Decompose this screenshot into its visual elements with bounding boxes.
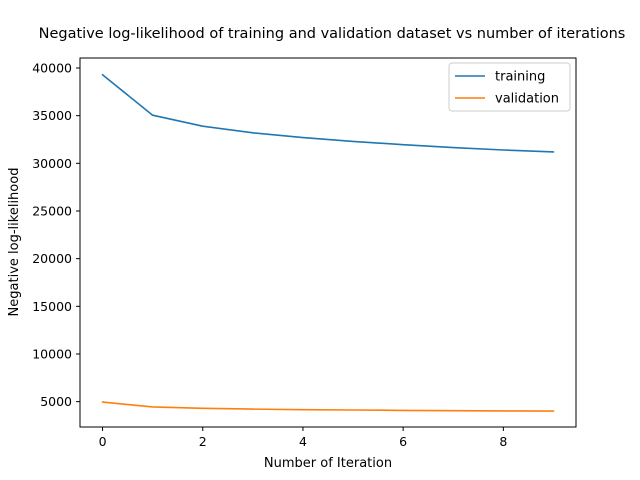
x-tick-label: 2 — [199, 434, 207, 449]
x-axis-label: Number of Iteration — [264, 456, 392, 471]
y-axis: 5000 10000 15000 20000 25000 30000 35000 40000 — [32, 61, 80, 409]
series-line-training — [101, 73, 555, 153]
y-tick-label: 10000 — [32, 346, 72, 361]
x-tick-label: 6 — [399, 434, 407, 449]
x-axis: 0 2 4 6 8 — [99, 427, 507, 449]
series-lines — [101, 73, 555, 412]
x-tick-label: 0 — [99, 434, 107, 449]
y-tick-label: 5000 — [40, 394, 72, 409]
series-line-validation — [101, 401, 555, 412]
x-tick-label: 4 — [299, 434, 307, 449]
chart-title: Negative log-likelihood of training and … — [39, 26, 626, 42]
y-tick-label: 15000 — [32, 299, 72, 314]
y-tick-label: 20000 — [32, 251, 72, 266]
y-tick-label: 25000 — [32, 203, 72, 218]
x-tick-label: 8 — [499, 434, 507, 449]
legend: training validation — [448, 62, 571, 112]
legend-box — [448, 62, 571, 112]
y-tick-label: 35000 — [32, 108, 72, 123]
legend-label-validation: validation — [495, 92, 559, 107]
y-axis-label: Negative log-likelihood — [7, 168, 22, 317]
y-tick-label: 30000 — [32, 156, 72, 171]
y-tick-label: 40000 — [32, 61, 72, 76]
legend-label-training: training — [495, 70, 545, 85]
plot-area-frame — [79, 57, 577, 428]
